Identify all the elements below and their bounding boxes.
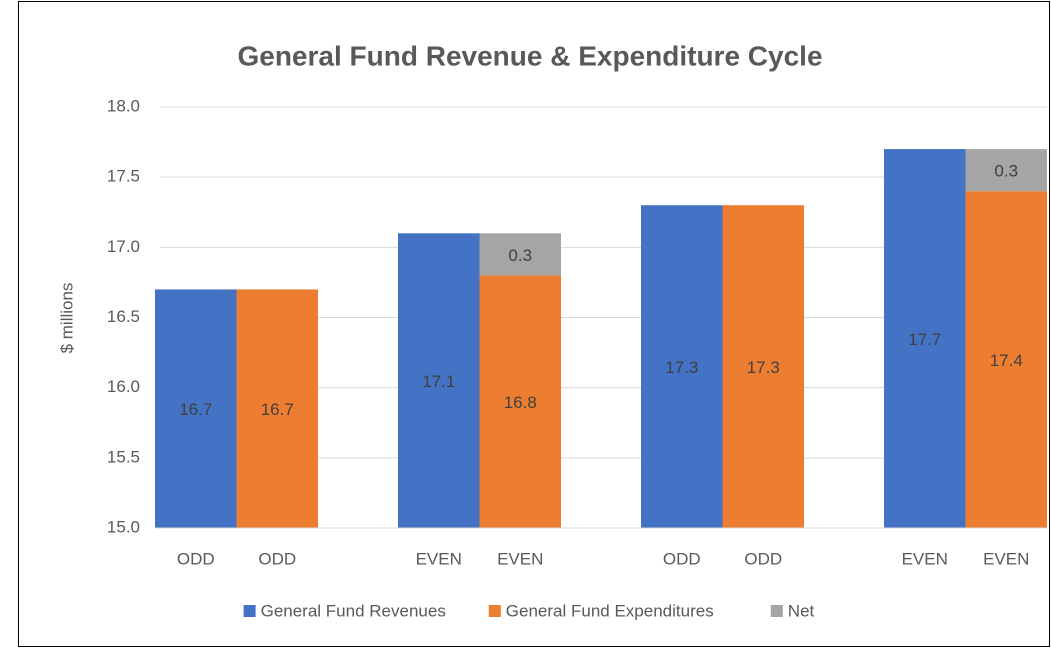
y-tick-label: 15.0 (107, 517, 140, 536)
bar (155, 289, 237, 528)
bar (641, 205, 723, 528)
x-tick-label: ODD (744, 549, 782, 568)
y-tick-label: 17.0 (107, 237, 140, 256)
data-label: 17.3 (665, 358, 698, 377)
legend-swatch (488, 605, 501, 617)
data-label: 17.1 (422, 372, 455, 391)
legend-label: General Fund Expenditures (506, 601, 714, 620)
data-label: 0.3 (994, 162, 1018, 181)
x-tick-label: EVEN (983, 549, 1029, 568)
y-tick-label: 15.5 (107, 447, 140, 466)
legend-label: General Fund Revenues (261, 601, 446, 620)
chart-title: General Fund Revenue & Expenditure Cycle (237, 40, 822, 71)
x-tick-label: EVEN (902, 549, 948, 568)
y-tick-label: 16.0 (107, 377, 140, 396)
y-tick-label: 17.5 (107, 167, 140, 186)
x-tick-label: EVEN (416, 549, 462, 568)
data-label: 17.3 (747, 358, 780, 377)
data-label: 17.4 (990, 351, 1023, 370)
legend-swatch (243, 605, 256, 617)
bar (479, 233, 561, 276)
x-tick-label: EVEN (497, 549, 543, 568)
bar (236, 289, 318, 528)
bar (398, 233, 480, 529)
bar (479, 275, 561, 528)
data-label: 16.7 (179, 400, 212, 419)
bar (965, 191, 1047, 528)
bar (965, 149, 1047, 192)
data-label: 0.3 (508, 246, 532, 265)
bar (722, 205, 804, 528)
data-label: 16.7 (261, 400, 294, 419)
x-tick-label: ODD (177, 549, 215, 568)
data-label: 17.7 (908, 330, 941, 349)
legend-label: Net (788, 601, 815, 620)
y-tick-label: 18.0 (107, 96, 140, 115)
bar (884, 149, 966, 528)
y-tick-label: 16.5 (107, 307, 140, 326)
x-tick-label: ODD (663, 549, 701, 568)
legend-swatch (770, 605, 783, 617)
data-label: 16.8 (504, 393, 537, 412)
x-tick-label: ODD (258, 549, 296, 568)
y-axis-label: $ millions (57, 283, 76, 354)
